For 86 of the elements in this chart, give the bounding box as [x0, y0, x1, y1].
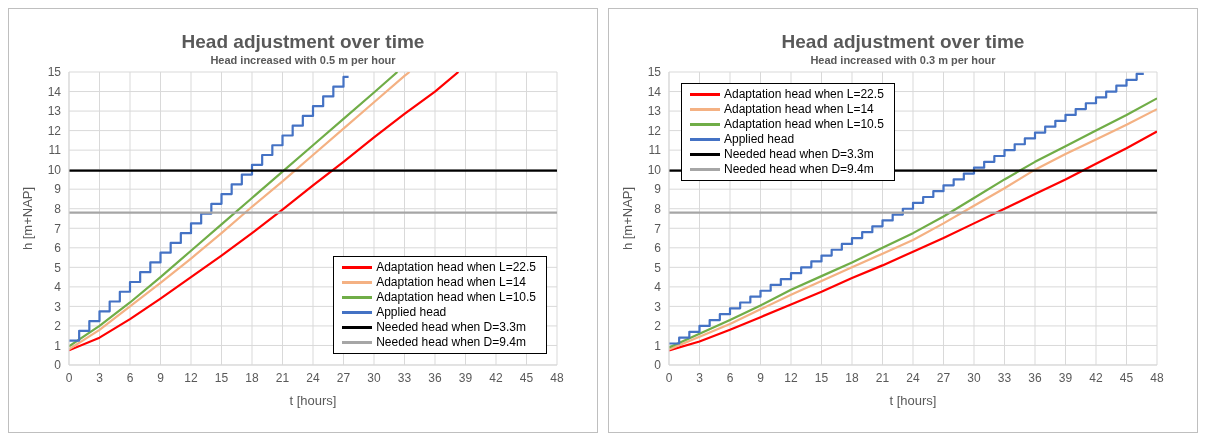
x-tick-label: 0	[665, 370, 673, 385]
y-tick-label: 12	[47, 123, 62, 138]
legend-label: Needed head when D=9.4m	[724, 162, 874, 177]
y-tick-label: 1	[654, 338, 662, 353]
x-tick-label: 48	[1150, 370, 1164, 385]
x-tick-label: 21	[275, 370, 290, 385]
x-tick-label: 0	[65, 370, 73, 385]
y-axis-title: h [m+NAP]	[619, 186, 635, 251]
y-tick-label: 3	[654, 299, 662, 314]
x-tick-label: 39	[1058, 370, 1073, 385]
y-tick-label: 8	[654, 201, 662, 216]
x-tick-label: 6	[126, 370, 134, 385]
x-tick-label: 27	[936, 370, 951, 385]
y-tick-label: 2	[654, 319, 662, 334]
y-tick-label: 1	[54, 338, 62, 353]
x-axis-title: t [hours]	[289, 393, 337, 408]
x-tick-label: 3	[96, 370, 104, 385]
y-tick-label: 6	[54, 241, 62, 256]
y-tick-label: 0	[54, 358, 62, 373]
legend-label: Adaptation head when L=22.5	[376, 260, 536, 275]
y-tick-label: 10	[47, 162, 62, 177]
legend-label: Adaptation head when L=22.5	[724, 87, 884, 102]
x-tick-label: 30	[967, 370, 981, 385]
x-tick-label: 36	[1028, 370, 1042, 385]
y-tick-label: 4	[54, 280, 62, 295]
y-tick-label: 15	[647, 65, 662, 80]
x-tick-label: 9	[757, 370, 765, 385]
y-tick-label: 14	[647, 84, 662, 99]
x-tick-label: 12	[184, 370, 198, 385]
y-tick-label: 10	[647, 162, 662, 177]
x-tick-label: 3	[696, 370, 704, 385]
legend-label: Adaptation head when L=14	[724, 102, 874, 117]
y-tick-label: 9	[54, 182, 62, 197]
legend-label: Needed head when D=3.3m	[376, 320, 526, 335]
x-tick-label: 45	[519, 370, 534, 385]
y-axis-title: h [m+NAP]	[19, 186, 35, 251]
x-tick-label: 18	[245, 370, 259, 385]
x-tick-label: 24	[306, 370, 320, 385]
x-tick-label: 36	[428, 370, 442, 385]
chart-title: Head adjustment over time	[180, 31, 426, 53]
x-tick-label: 15	[814, 370, 829, 385]
y-tick-label: 14	[47, 84, 62, 99]
x-tick-label: 6	[726, 370, 734, 385]
y-tick-label: 4	[654, 280, 662, 295]
y-tick-label: 3	[54, 299, 62, 314]
y-tick-label: 5	[54, 260, 62, 275]
x-tick-label: 48	[550, 370, 564, 385]
y-tick-label: 13	[647, 104, 662, 119]
chart-subtitle: Head increased with 0.3 m per hour	[809, 54, 997, 66]
x-tick-label: 12	[784, 370, 798, 385]
x-tick-label: 21	[875, 370, 890, 385]
x-tick-label: 27	[336, 370, 351, 385]
y-tick-label: 12	[647, 123, 662, 138]
y-tick-label: 11	[48, 143, 62, 158]
x-tick-label: 18	[845, 370, 859, 385]
x-axis-title: t [hours]	[889, 393, 937, 408]
y-tick-label: 2	[54, 319, 62, 334]
x-tick-label: 42	[1089, 370, 1103, 385]
chart-title: Head adjustment over time	[780, 31, 1026, 53]
y-tick-label: 5	[654, 260, 662, 275]
legend-label: Adaptation head when L=14	[376, 275, 526, 290]
x-tick-label: 33	[397, 370, 412, 385]
legend-label: Needed head when D=9.4m	[376, 335, 526, 350]
y-tick-label: 7	[54, 221, 62, 236]
x-tick-label: 15	[214, 370, 229, 385]
legend-label: Adaptation head when L=10.5	[376, 290, 536, 305]
x-tick-label: 30	[367, 370, 381, 385]
x-tick-label: 42	[489, 370, 503, 385]
y-tick-label: 0	[654, 358, 662, 373]
x-tick-label: 24	[906, 370, 920, 385]
y-tick-label: 11	[648, 143, 662, 158]
y-tick-label: 15	[47, 65, 62, 80]
chart-subtitle: Head increased with 0.5 m per hour	[209, 54, 397, 66]
y-tick-label: 6	[654, 241, 662, 256]
y-tick-label: 7	[654, 221, 662, 236]
legend-label: Adaptation head when L=10.5	[724, 117, 884, 132]
x-tick-label: 33	[997, 370, 1012, 385]
x-tick-label: 39	[458, 370, 473, 385]
legend-label: Needed head when D=3.3m	[724, 147, 874, 162]
y-tick-label: 13	[47, 104, 62, 119]
x-tick-label: 45	[1119, 370, 1134, 385]
legend-label: Applied head	[376, 305, 447, 320]
y-tick-label: 8	[54, 201, 62, 216]
x-tick-label: 9	[157, 370, 165, 385]
y-tick-label: 9	[654, 182, 662, 197]
legend-label: Applied head	[724, 132, 795, 147]
